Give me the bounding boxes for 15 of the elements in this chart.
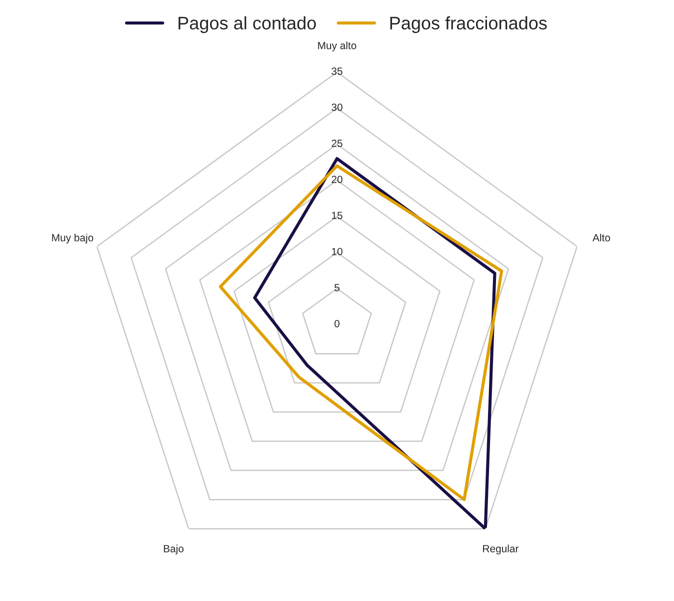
y-tick-label: 15 [332,212,342,220]
y-tick-label: 25 [332,140,342,148]
spoke-label: Alto [592,234,610,242]
spoke-label: Muy bajo [52,234,94,244]
y-tick-label: 35 [332,68,342,75]
legend-label: Pagos al contado [178,16,316,34]
y-tick-label: 0 [334,320,340,328]
y-tick-label: 5 [334,284,340,292]
spoke-label: Regular [483,544,519,554]
spoke-label: Muy alto [318,42,356,52]
y-tick-label: 30 [332,104,342,111]
spoke-label: Bajo [164,544,184,554]
y-tick-label: 10 [332,248,342,256]
y-tick-label: 20 [332,176,342,184]
legend-label: Pagos fraccionados [390,16,547,34]
